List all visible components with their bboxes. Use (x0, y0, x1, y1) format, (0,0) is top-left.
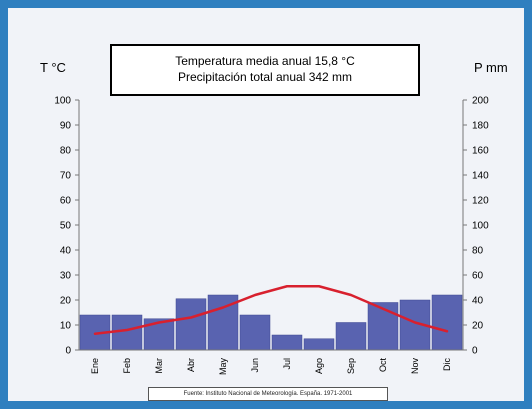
annual-summary-box: Temperatura media anual 15,8 °C Precipit… (110, 44, 420, 96)
x-tick-label: Abr (186, 358, 196, 372)
x-tick-label: Nov (410, 358, 420, 375)
right-tick-label: 80 (472, 246, 484, 257)
right-tick-label: 0 (472, 346, 478, 357)
temperature-series-line (93, 285, 449, 335)
left-tick-label: 80 (60, 146, 72, 157)
right-axis-title: P mm (474, 60, 508, 75)
right-tick-label: 120 (472, 196, 489, 207)
left-tick-label: 90 (60, 121, 72, 132)
x-tick-label: May (218, 358, 228, 376)
precipitation-bar-jul (271, 334, 303, 351)
left-tick-label: 60 (60, 196, 72, 207)
x-tick-label: Oct (378, 358, 388, 373)
x-tick-label: Dic (442, 358, 452, 371)
source-note: Fuente: Instituto Nacional de Meteorolog… (148, 387, 388, 401)
annual-total-precipitation: Precipitación total anual 342 mm (177, 70, 353, 84)
left-tick-label: 10 (60, 321, 72, 332)
left-tick-label: 20 (60, 296, 72, 307)
tick-labels: 0 10 20 30 40 50 60 70 80 90 100 0 20 40 60 80 100 120 140… (54, 96, 489, 376)
x-tick-label: Ene (90, 358, 100, 374)
precipitation-bar-dic (431, 294, 463, 351)
x-tick-label: Jul (282, 358, 292, 370)
right-tick-label: 20 (472, 321, 484, 332)
x-tick-label: Mar (154, 358, 164, 374)
precipitation-bar-oct (367, 302, 399, 351)
left-tick-label: 40 (60, 246, 72, 257)
right-tick-label: 40 (472, 296, 484, 307)
left-tick-label: 30 (60, 271, 72, 282)
temperature-line (93, 285, 449, 335)
left-tick-label: 0 (65, 346, 71, 357)
x-tick-label: Sep (346, 358, 356, 374)
left-tick-label: 100 (54, 96, 71, 107)
right-tick-label: 160 (472, 146, 489, 157)
precipitation-bar-sep (335, 322, 367, 351)
annual-mean-temperature: Temperatura media anual 15,8 °C (175, 54, 355, 68)
precipitation-bar-jun (239, 314, 271, 351)
x-tick-label: Feb (122, 358, 132, 374)
precipitation-bar-feb (111, 314, 143, 351)
right-tick-label: 140 (472, 171, 489, 182)
right-tick-label: 60 (472, 271, 484, 282)
x-tick-label: Ago (314, 358, 324, 374)
right-tick-label: 100 (472, 221, 489, 232)
right-tick-label: 200 (472, 96, 489, 107)
right-tick-label: 180 (472, 121, 489, 132)
precipitation-bar-abr (175, 298, 207, 351)
left-tick-label: 70 (60, 171, 72, 182)
x-tick-label: Jun (250, 358, 260, 373)
axes (75, 99, 467, 351)
left-axis-title: T °C (40, 60, 66, 75)
precipitation-bars (79, 294, 463, 351)
left-tick-label: 50 (60, 221, 72, 232)
precipitation-bar-ago (303, 338, 335, 351)
